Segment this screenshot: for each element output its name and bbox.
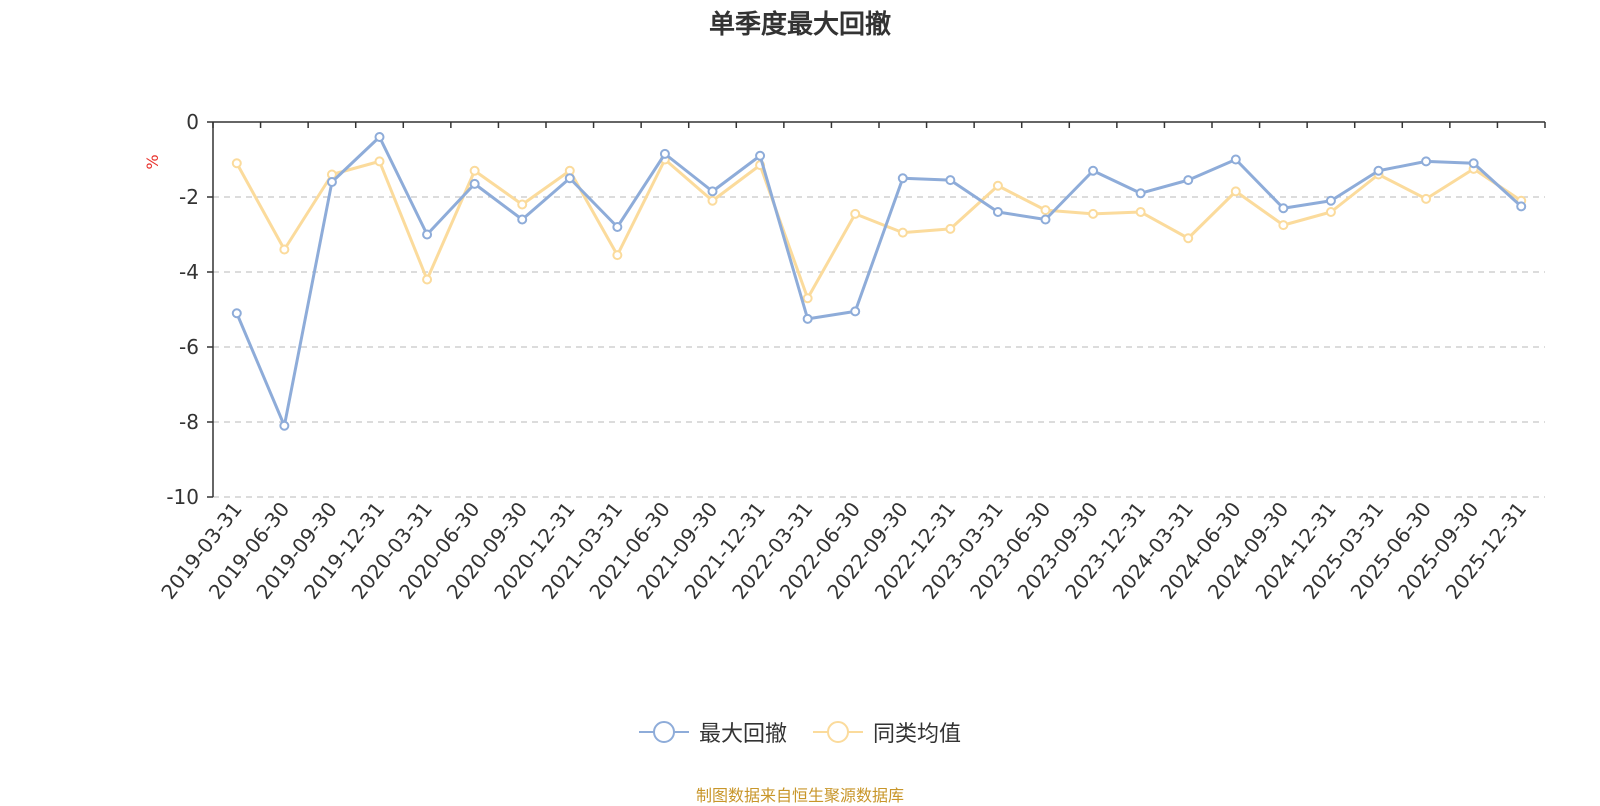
data-point-1[interactable] [469, 165, 480, 176]
data-point-0[interactable] [1135, 188, 1146, 199]
data-point-0[interactable] [1325, 195, 1336, 206]
data-point-1[interactable] [1135, 207, 1146, 217]
data-point-0[interactable] [231, 308, 242, 319]
data-point-0[interactable] [612, 222, 623, 232]
data-point-1[interactable] [1325, 207, 1336, 217]
data-point-0[interactable] [992, 207, 1003, 217]
grid-lines [213, 196, 1545, 498]
data-point-0[interactable] [659, 148, 670, 159]
data-point-1[interactable] [1088, 208, 1099, 219]
data-point-1[interactable] [612, 250, 623, 261]
data-point-1[interactable] [279, 244, 290, 255]
legend: 最大回撤 同类均值 [0, 716, 1600, 748]
data-point-0[interactable] [1230, 154, 1241, 165]
legend-swatch-max-drawdown-icon [638, 721, 689, 743]
data-point-1[interactable] [1230, 186, 1241, 197]
data-point-0[interactable] [1421, 156, 1432, 167]
y-axis-label: % [143, 154, 162, 169]
data-point-1[interactable] [1183, 233, 1194, 244]
y-tick-label: -8 [179, 410, 199, 434]
data-point-1[interactable] [707, 195, 718, 206]
data-point-1[interactable] [1040, 205, 1051, 216]
series-line-1 [235, 158, 1523, 300]
data-point-0[interactable] [755, 150, 766, 161]
data-point-0[interactable] [1088, 165, 1099, 176]
legend-swatch-peer-average-icon [813, 721, 863, 743]
axes [207, 121, 1546, 498]
data-point-0[interactable] [469, 178, 480, 189]
data-point-0[interactable] [707, 186, 718, 197]
data-point-0[interactable] [1516, 201, 1527, 212]
data-point-0[interactable] [326, 177, 337, 187]
data-point-1[interactable] [850, 208, 861, 219]
data-point-0[interactable] [850, 306, 861, 317]
data-point-0[interactable] [1373, 165, 1384, 176]
data-point-0[interactable] [422, 229, 433, 240]
data-point-0[interactable] [1468, 158, 1479, 169]
tick-labels: 0-2-4-6-8-10%2019-03-312019-06-302019-09… [143, 110, 1531, 604]
data-point-1[interactable] [422, 274, 433, 285]
data-point-1[interactable] [1278, 220, 1289, 231]
data-point-1[interactable] [517, 199, 528, 210]
data-point-1[interactable] [802, 293, 813, 304]
data-point-0[interactable] [1040, 214, 1051, 225]
legend-item-max-drawdown[interactable]: 最大回撤 [638, 716, 787, 748]
data-point-0[interactable] [374, 132, 385, 142]
data-point-0[interactable] [279, 420, 290, 431]
y-tick-label: -10 [166, 485, 199, 509]
data-point-0[interactable] [517, 214, 528, 225]
data-point-0[interactable] [564, 173, 575, 184]
data-point-0[interactable] [802, 313, 813, 324]
y-tick-label: -2 [179, 185, 199, 209]
y-tick-label: 0 [186, 110, 199, 134]
chart-title: 单季度最大回撤 [708, 10, 891, 40]
series-line-0 [235, 135, 1523, 428]
source-note: 制图数据来自恒生聚源数据库 [695, 786, 904, 805]
data-point-1[interactable] [945, 223, 956, 234]
data-point-1[interactable] [1421, 193, 1432, 204]
data-point-1[interactable] [897, 227, 908, 238]
y-tick-label: -4 [179, 260, 199, 284]
data-point-1[interactable] [231, 158, 242, 169]
data-point-0[interactable] [897, 173, 908, 184]
legend-label-peer-average: 同类均值 [873, 722, 962, 747]
data-point-0[interactable] [1183, 175, 1194, 186]
data-point-0[interactable] [1278, 203, 1289, 214]
legend-label-max-drawdown: 最大回撤 [698, 722, 787, 747]
data-point-1[interactable] [374, 156, 385, 167]
data-point-0[interactable] [945, 175, 956, 186]
legend-item-peer-average[interactable]: 同类均值 [813, 716, 961, 748]
y-tick-label: -6 [179, 335, 199, 359]
data-point-1[interactable] [992, 180, 1003, 191]
series-lines [231, 132, 1527, 431]
